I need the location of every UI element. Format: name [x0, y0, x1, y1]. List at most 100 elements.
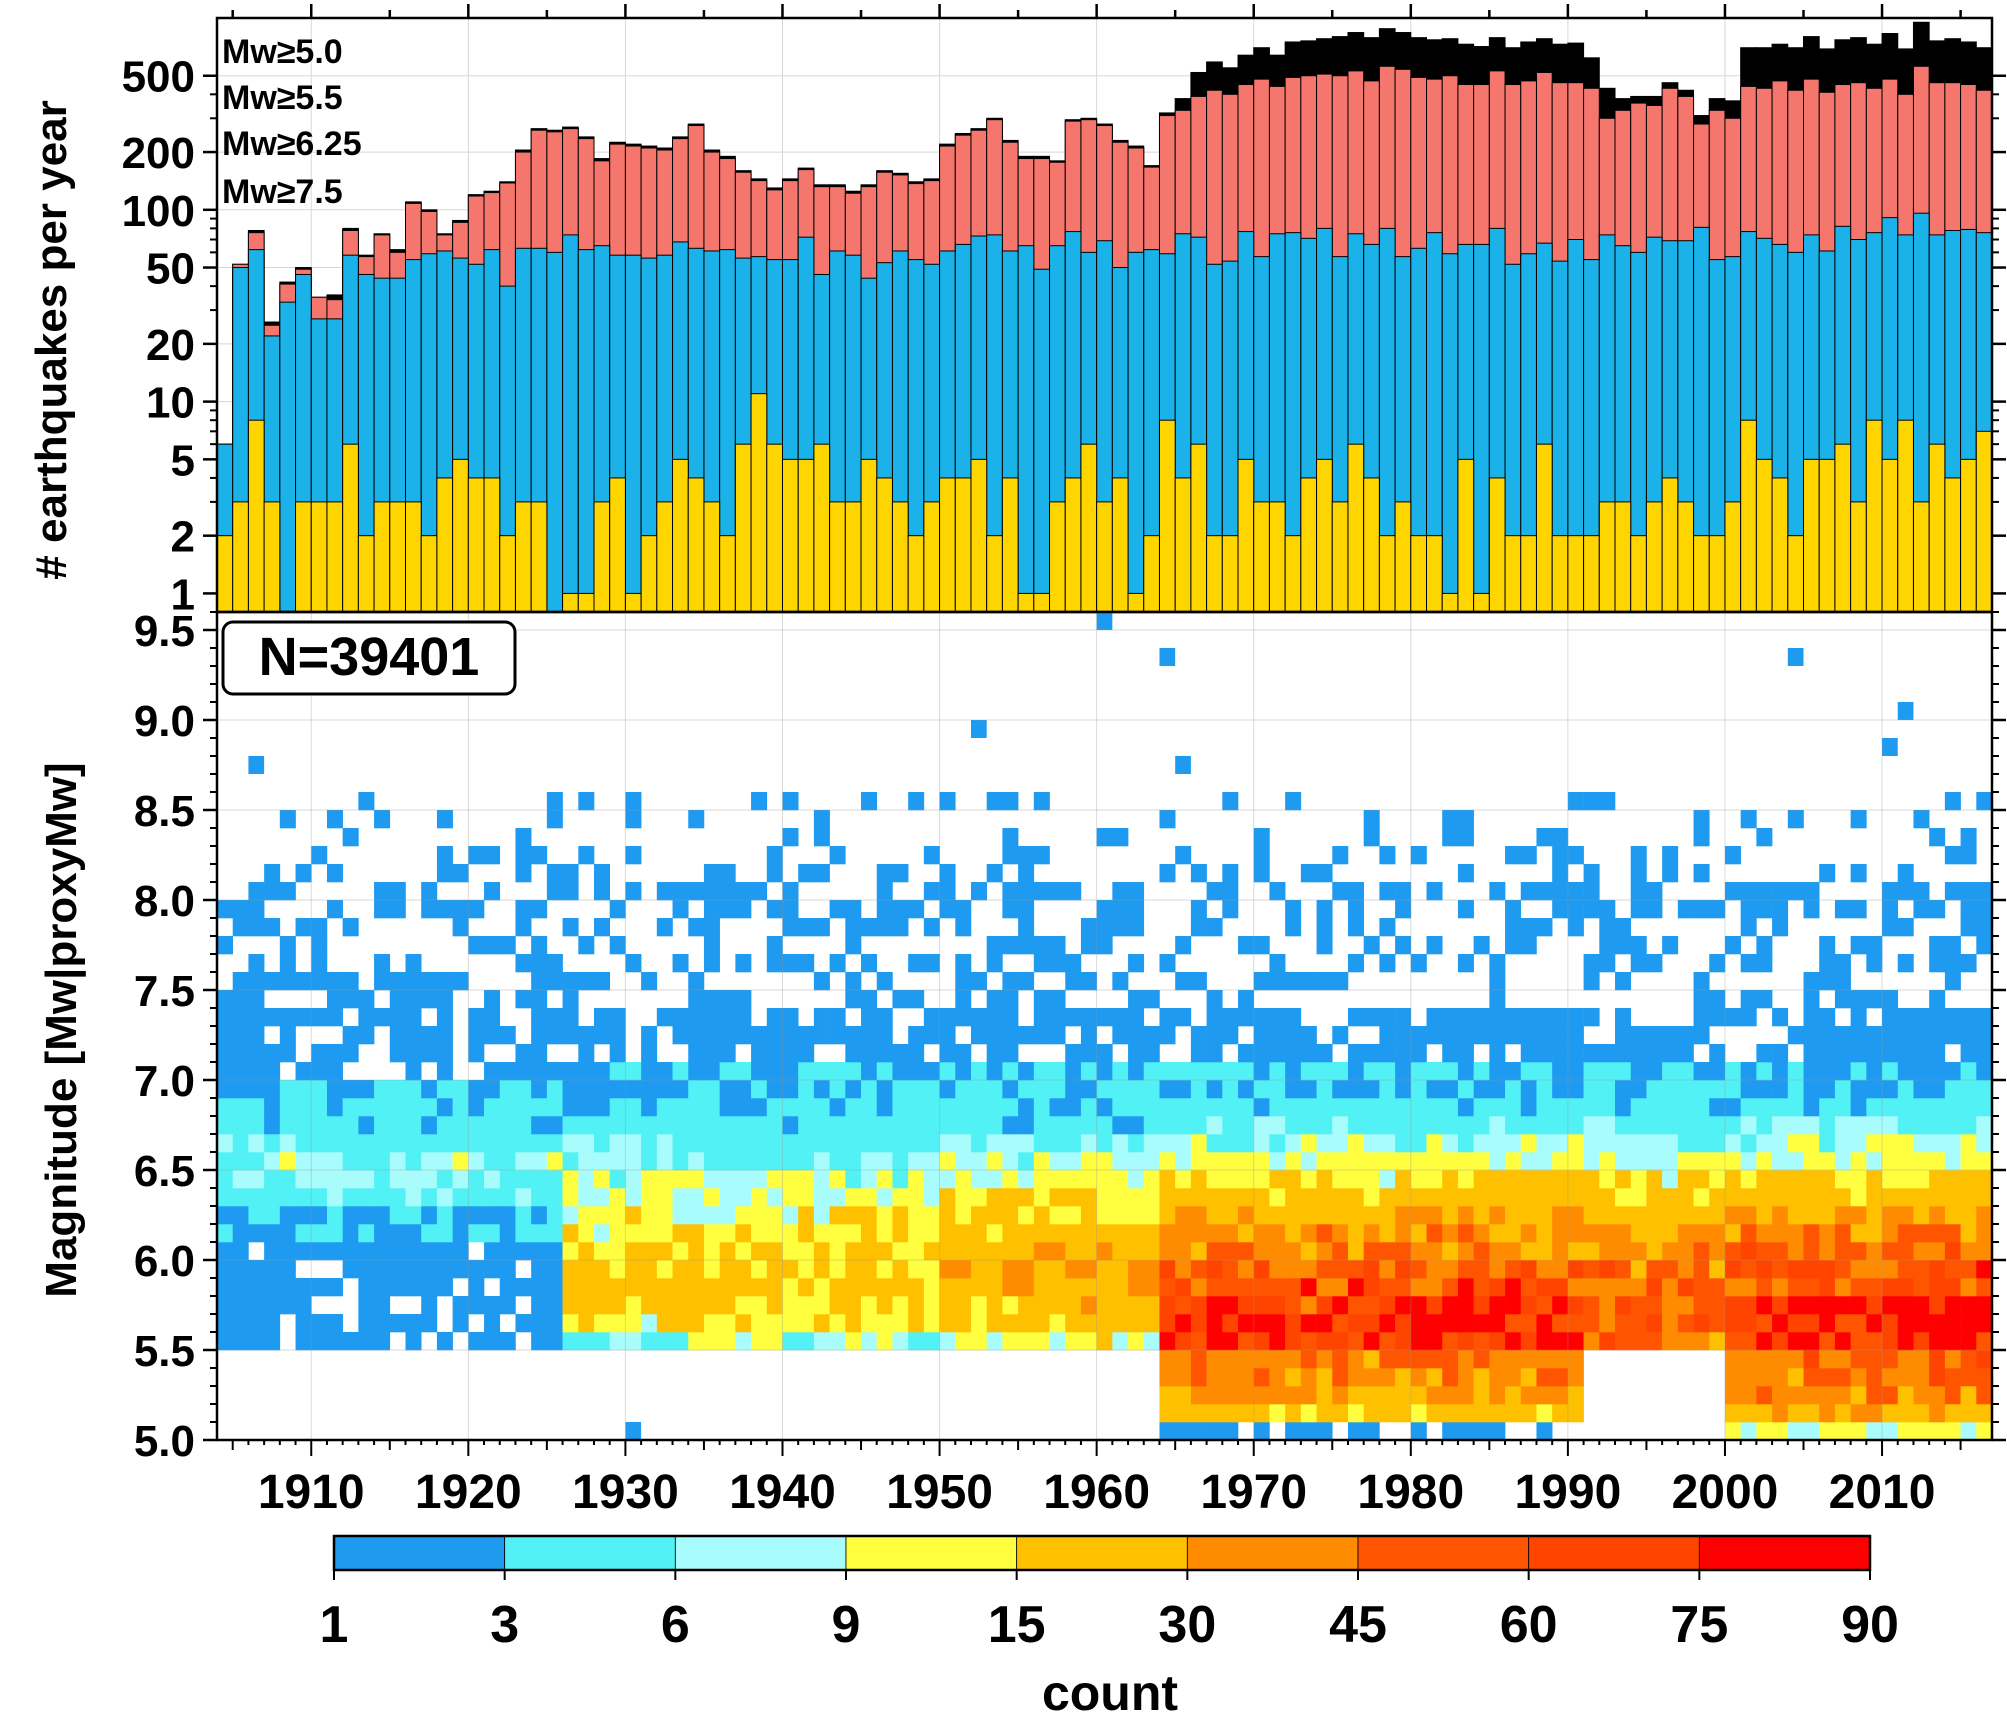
heatmap-cell	[1002, 1062, 1019, 1081]
heatmap-cell	[719, 900, 736, 919]
heatmap-cell	[1803, 1350, 1820, 1369]
heatmap-cell	[1960, 828, 1977, 847]
heatmap-cell	[1709, 1314, 1726, 1333]
heatmap-cell	[1395, 1314, 1412, 1333]
heatmap-cell	[876, 1152, 893, 1171]
heatmap-cell	[1253, 936, 1270, 955]
heatmap-cell	[1740, 1188, 1757, 1207]
heatmap-cell	[1599, 1224, 1616, 1243]
heatmap-cell	[1269, 1098, 1286, 1117]
heatmap-cell	[1866, 1206, 1883, 1225]
heatmap-cell	[908, 1188, 925, 1207]
heatmap-cell	[625, 1080, 642, 1099]
heatmap-cell	[452, 1098, 469, 1117]
heatmap-cell	[374, 1008, 391, 1027]
heatmap-cell	[1253, 864, 1270, 883]
heatmap-cell	[578, 936, 595, 955]
bar-Mw7.5-1907	[263, 501, 281, 613]
heatmap-cell	[1787, 1134, 1804, 1153]
heatmap-cell	[1002, 792, 1019, 811]
bar-Mw7.5-1972	[1284, 535, 1302, 613]
heatmap-cell	[248, 882, 265, 901]
heatmap-cell	[1929, 1368, 1946, 1387]
heatmap-cell	[1944, 1170, 1961, 1189]
heatmap-cell	[939, 1188, 956, 1207]
heatmap-cell	[1520, 1206, 1537, 1225]
heatmap-cell	[1426, 1350, 1443, 1369]
heatmap-cell	[1473, 1152, 1490, 1171]
heatmap-cell	[782, 918, 799, 937]
heatmap-cell	[1693, 1206, 1710, 1225]
heatmap-cell	[1803, 1422, 1820, 1441]
heatmap-cell	[1819, 954, 1836, 973]
heatmap-cell	[1065, 1206, 1082, 1225]
colorbar-segment	[333, 1535, 506, 1571]
heatmap-cell	[342, 1116, 359, 1135]
heatmap-cell	[1159, 1296, 1176, 1315]
bar-Mw7.5-1962	[1127, 592, 1145, 613]
heatmap-cell	[1772, 1422, 1789, 1441]
heatmap-cell	[766, 954, 783, 973]
heatmap-cell	[484, 936, 501, 955]
heatmap-cell	[1552, 1368, 1569, 1387]
heatmap-cell	[1269, 1134, 1286, 1153]
heatmap-cell	[1882, 990, 1899, 1009]
heatmap-cell	[656, 1080, 673, 1099]
heatmap-cell	[1112, 1314, 1129, 1333]
legend-label-mw-5-5: Mw≥5.5	[222, 79, 343, 117]
heatmap-cell	[311, 1116, 328, 1135]
heatmap-cell	[436, 1080, 453, 1099]
heatmap-cell	[1599, 1278, 1616, 1297]
heatmap-cell	[625, 1188, 642, 1207]
heatmap-cell	[1112, 900, 1129, 919]
heatmap-cell	[1913, 1350, 1930, 1369]
heatmap-cell	[499, 1242, 516, 1261]
heatmap-cell	[1316, 1368, 1333, 1387]
heatmap-cell	[295, 1242, 312, 1261]
colorbar-segment	[1528, 1535, 1700, 1571]
heatmap-cell	[1285, 1062, 1302, 1081]
heatmap-cell	[1834, 1332, 1851, 1351]
heatmap-cell	[1002, 1152, 1019, 1171]
heatmap-cell	[1395, 1134, 1412, 1153]
heatmap-cell	[1426, 936, 1443, 955]
bar-Mw7.5-2003	[1771, 477, 1789, 613]
heatmap-cell	[562, 1116, 579, 1135]
heatmap-cell	[1960, 918, 1977, 937]
heatmap-cell	[1646, 1026, 1663, 1045]
heatmap-cell	[405, 1062, 422, 1081]
heatmap-cell	[1709, 1134, 1726, 1153]
heatmap-cell	[923, 918, 940, 937]
heatmap-cell	[1159, 1242, 1176, 1261]
heatmap-cell	[1253, 1260, 1270, 1279]
heatmap-cell	[1065, 1278, 1082, 1297]
heatmap-cell	[1740, 1152, 1757, 1171]
heatmap-cell	[766, 900, 783, 919]
heatmap-cell	[1552, 1242, 1569, 1261]
heatmap-cell	[1724, 1260, 1741, 1279]
heatmap-cell	[1724, 1242, 1741, 1261]
heatmap-cell	[1096, 1098, 1113, 1117]
heatmap-cell	[1866, 1152, 1883, 1171]
heatmap-cell	[1002, 882, 1019, 901]
bar-Mw7.5-1910	[310, 501, 328, 613]
heatmap-cell	[1489, 1386, 1506, 1405]
heatmap-cell	[374, 1206, 391, 1225]
heatmap-cell	[1567, 1278, 1584, 1297]
heatmap-cell	[217, 1080, 234, 1099]
heatmap-cell	[641, 1314, 658, 1333]
heatmap-cell	[861, 1260, 878, 1279]
heatmap-cell	[248, 954, 265, 973]
bar-Mw7.5-1926	[562, 592, 579, 613]
heatmap-cell	[1112, 1080, 1129, 1099]
heatmap-cell	[1190, 1206, 1207, 1225]
heatmap-cell	[1128, 954, 1145, 973]
heatmap-cell	[1316, 1206, 1333, 1225]
heatmap-cell	[798, 1296, 815, 1315]
heatmap-cell	[1473, 1242, 1490, 1261]
bar-Mw7.5-1999	[1708, 535, 1726, 613]
bar-Mw7.5-1959	[1080, 443, 1098, 613]
heatmap-cell	[1457, 1008, 1474, 1027]
heatmap-cell	[1238, 1350, 1255, 1369]
heatmap-cell	[358, 1242, 375, 1261]
